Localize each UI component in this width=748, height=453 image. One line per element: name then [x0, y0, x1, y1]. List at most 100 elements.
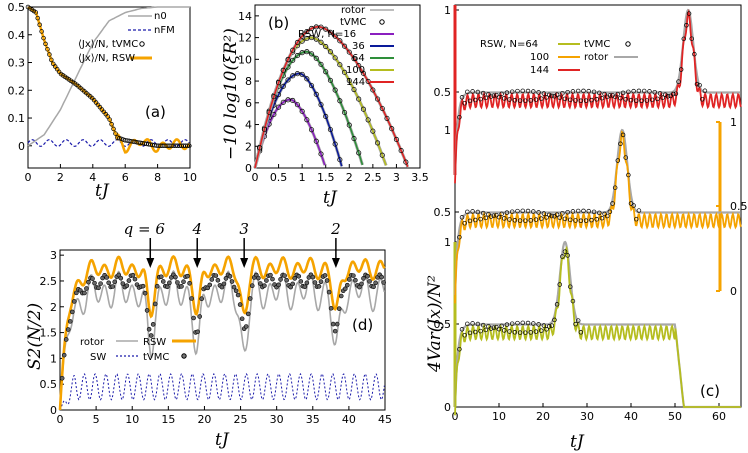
- point-tvmc: [370, 87, 376, 93]
- point-c-tvmc: [560, 254, 565, 259]
- arrow-label: 4: [191, 220, 202, 238]
- point-d-tvmc: [256, 275, 261, 281]
- point-c-tvmc: [623, 97, 628, 102]
- point-c-tvmc: [480, 210, 486, 216]
- point-d-tvmc: [69, 309, 75, 315]
- point-jx-tvmc: [107, 117, 112, 122]
- point-c-tvmc: [491, 325, 496, 330]
- point-tvmc: [323, 69, 329, 75]
- legend-c-rotor: rotor: [584, 52, 609, 63]
- legend-d-tvmc: tVMC: [143, 352, 169, 363]
- point-d-tvmc: [247, 296, 253, 301]
- point-c-tvmc: [496, 326, 502, 332]
- point-c-tvmc: [568, 97, 573, 103]
- point-c-tvmc: [694, 81, 700, 87]
- point-c-tvmc: [665, 94, 671, 99]
- panel-c-xlabel: tJ: [570, 432, 585, 452]
- point-d-tvmc: [322, 273, 328, 278]
- point-d-tvmc: [116, 272, 122, 278]
- point-c-tvmc: [475, 209, 481, 215]
- point-c-tvmc: [549, 323, 555, 328]
- point-tvmc: [276, 104, 282, 110]
- point-c-tvmc: [523, 98, 528, 103]
- point-c-tvmc: [676, 79, 681, 84]
- point-c-tvmc: [515, 88, 520, 94]
- point-c-tvmc: [552, 317, 557, 323]
- point-c-tvmc: [634, 98, 639, 103]
- panel-d-xtick-label: 15: [161, 413, 175, 426]
- point-c-tvmc: [509, 209, 515, 214]
- point-c-tvmc: [636, 208, 642, 213]
- point-c-tvmc: [544, 215, 549, 220]
- point-c-tvmc: [486, 92, 491, 97]
- point-c-tvmc: [673, 91, 679, 96]
- point-c-tvmc: [525, 208, 531, 214]
- point-c-tvmc: [578, 329, 584, 335]
- point-c-tvmc: [560, 91, 565, 96]
- arrow-head: [146, 258, 155, 268]
- point-c-tvmc: [467, 98, 473, 104]
- point-d-tvmc: [189, 296, 194, 301]
- point-tvmc: [370, 128, 376, 134]
- legend-c-n64: RSW, N=64: [480, 39, 538, 50]
- point-jx-tvmc: [111, 126, 116, 132]
- point-tvmc: [332, 87, 338, 93]
- panel-a-ytick-label: 0.2: [8, 84, 26, 97]
- point-c-tvmc: [502, 216, 507, 221]
- panel-b-ytick-label: 2: [245, 140, 252, 153]
- point-c-tvmc: [486, 212, 491, 217]
- panel-c: 0 10 20 30 40 50 60 0 0.5 1 0.5 1 0.5 1 1 0.5 0 (c) tJ 4…: [425, 4, 748, 452]
- point-c-tvmc: [657, 91, 663, 96]
- point-tvmc: [356, 96, 362, 102]
- point-jx-tvmc: [35, 15, 40, 21]
- point-tvmc: [389, 126, 395, 132]
- point-tvmc: [346, 49, 352, 55]
- point-c-tvmc: [462, 332, 467, 338]
- point-jx-tvmc: [119, 136, 124, 142]
- point-tvmc: [375, 96, 381, 102]
- point-d-tvmc: [342, 286, 348, 292]
- point-c-tvmc: [457, 114, 462, 120]
- point-d-tvmc: [310, 274, 316, 280]
- point-c-tvmc: [528, 98, 533, 103]
- series-c-rsw-N=144: [454, 9, 742, 184]
- point-tvmc: [332, 33, 338, 39]
- point-d-tvmc: [298, 279, 304, 284]
- point-c-tvmc: [612, 185, 618, 190]
- point-tvmc: [276, 80, 282, 86]
- point-d-tvmc: [215, 277, 221, 283]
- point-c-tvmc: [581, 88, 586, 94]
- panel-d-ylabel: S2(N/2): [25, 303, 45, 370]
- point-d-tvmc: [381, 280, 387, 285]
- point-c-tvmc: [612, 94, 618, 100]
- point-c-tvmc: [583, 98, 589, 103]
- point-d-tvmc: [175, 280, 180, 285]
- point-c-tvmc: [496, 214, 502, 220]
- legend-c-n100: 100: [530, 52, 549, 63]
- panel-b-xtick-label: 1.5: [317, 171, 335, 184]
- point-d-tvmc: [158, 274, 164, 280]
- point-tvmc: [290, 73, 296, 79]
- point-c-tvmc: [589, 97, 594, 103]
- point-c-tvmc: [465, 209, 470, 215]
- point-c-tvmc: [618, 95, 623, 101]
- point-tvmc: [304, 49, 310, 55]
- point-c-tvmc: [541, 211, 547, 216]
- point-c-tvmc: [697, 82, 702, 88]
- point-c-tvmc: [568, 217, 573, 223]
- point-d-tvmc: [84, 286, 89, 291]
- point-d-tvmc: [284, 277, 289, 283]
- point-c-tvmc: [573, 98, 578, 103]
- point-d-tvmc: [90, 276, 95, 281]
- point-c-tvmc: [649, 97, 655, 103]
- point-c-tvmc: [478, 216, 483, 222]
- point-tvmc: [398, 148, 404, 154]
- point-tvmc: [309, 127, 315, 133]
- legend-jx-rsw: ⟨Jx⟩/N, RSW: [78, 53, 135, 64]
- point-d-tvmc: [86, 279, 91, 285]
- point-tvmc: [313, 91, 319, 97]
- point-d-tvmc: [148, 333, 154, 338]
- point-d-tvmc: [132, 276, 138, 282]
- legend-jx-tvmc: ⟨Jx⟩/N, tVMC: [78, 39, 138, 50]
- point-c-tvmc: [486, 324, 491, 329]
